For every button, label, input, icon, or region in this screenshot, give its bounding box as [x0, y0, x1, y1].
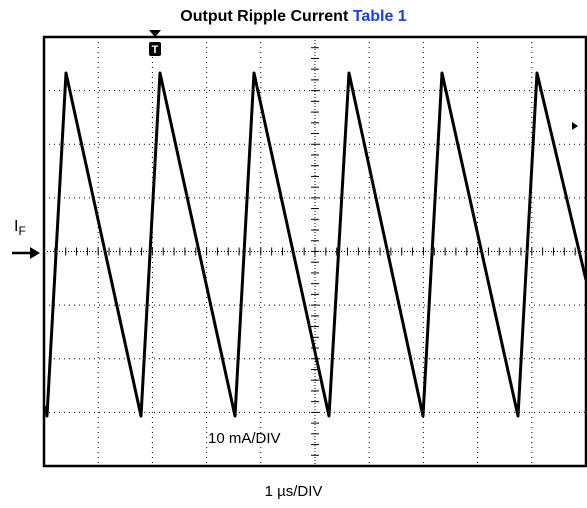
figure-title: Output Ripple Current Table 1 — [0, 8, 587, 26]
ground-marker: IF — [12, 218, 40, 259]
trigger-label: T — [152, 44, 159, 56]
ripple-waveform — [44, 71, 587, 418]
title-text: Output Ripple Current — [180, 8, 349, 25]
ground-label: IF — [14, 218, 26, 238]
trigger-level-arrow-icon — [572, 122, 578, 130]
ground-arrow-icon — [30, 247, 40, 259]
trigger-arrow-icon — [149, 30, 161, 37]
scope-border — [42, 35, 587, 468]
horizontal-scale-label: 1 µs/DIV — [264, 483, 323, 500]
trigger-badge-icon — [149, 42, 161, 56]
center-axes — [43, 36, 587, 467]
vertical-scale-label: 10 mA/DIV — [208, 430, 281, 447]
trigger-marker: T — [149, 30, 161, 56]
table-link[interactable]: Table 1 — [352, 8, 407, 25]
